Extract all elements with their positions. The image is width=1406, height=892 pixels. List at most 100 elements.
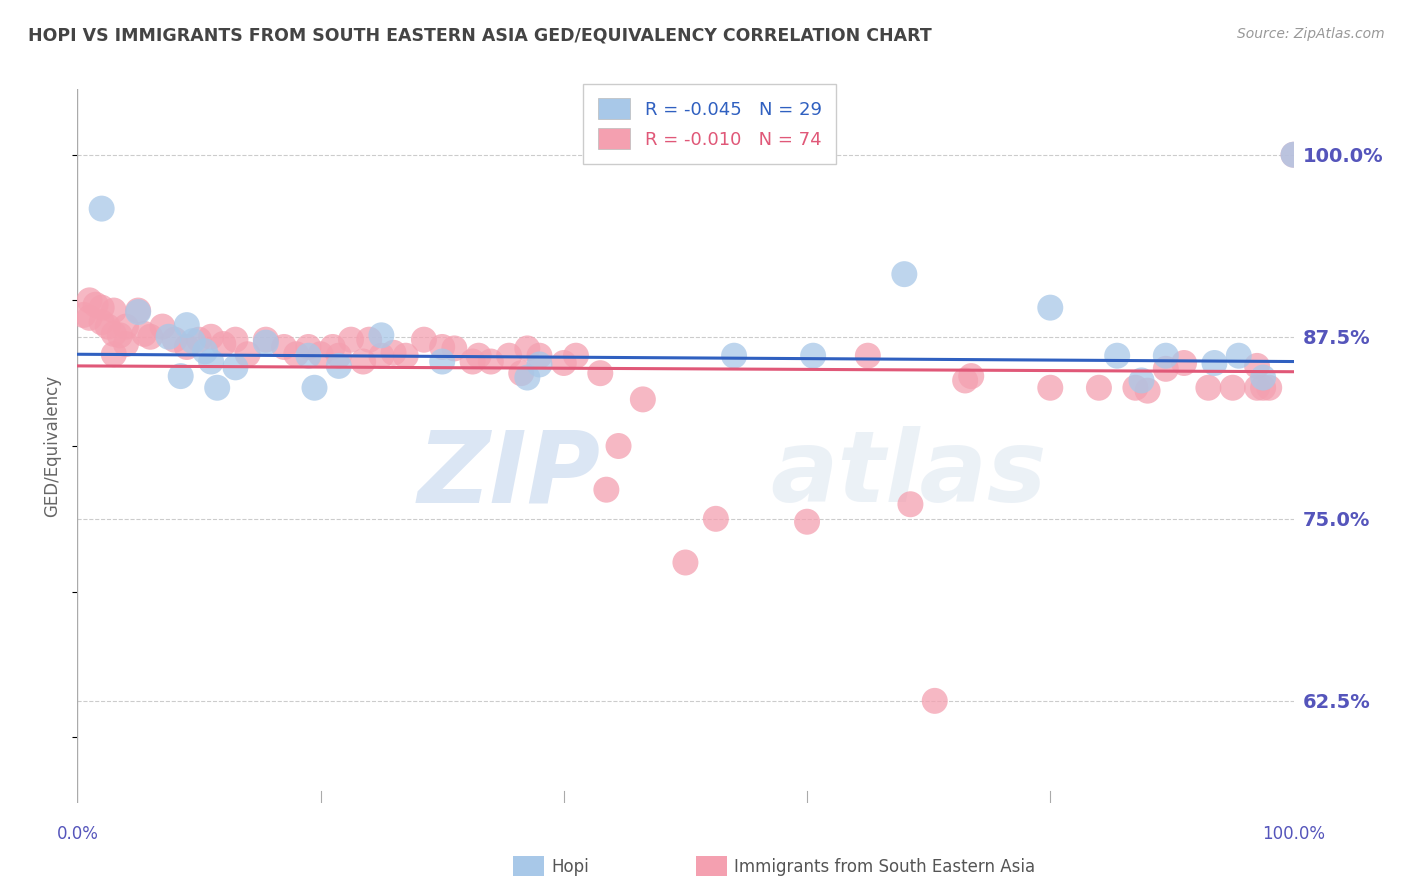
Point [1125,381,1147,395]
Point [254,335,277,350]
Point [510,366,533,380]
Point [79,293,101,308]
Point [631,392,654,407]
Point [461,354,484,368]
Text: Immigrants from South Eastern Asia: Immigrants from South Eastern Asia [734,858,1035,876]
Point [1204,356,1226,370]
Text: 100.0%: 100.0% [1263,824,1324,843]
Point [516,370,538,384]
Point [529,349,551,363]
Point [413,333,436,347]
Point [498,349,520,363]
Point [181,334,204,348]
Point [1088,381,1111,395]
Point [163,333,186,347]
Point [856,349,879,363]
Point [309,347,332,361]
Point [328,349,350,363]
Point [1154,349,1177,363]
Point [224,333,246,347]
Text: HOPI VS IMMIGRANTS FROM SOUTH EASTERN ASIA GED/EQUIVALENCY CORRELATION CHART: HOPI VS IMMIGRANTS FROM SOUTH EASTERN AS… [28,27,932,45]
Point [194,344,217,359]
Point [157,330,180,344]
Point [1282,147,1305,161]
Point [893,267,915,281]
Point [108,328,131,343]
Point [529,358,551,372]
Legend: R = -0.045   N = 29, R = -0.010   N = 74: R = -0.045 N = 29, R = -0.010 N = 74 [583,84,837,163]
Point [432,354,454,368]
Point [467,349,489,363]
Point [273,340,295,354]
Point [1154,361,1177,376]
Point [1173,356,1195,370]
Point [432,340,454,354]
Point [205,381,228,395]
Point [553,356,575,370]
Point [1039,301,1062,315]
Point [90,301,112,315]
Point [607,439,630,453]
Point [479,354,502,368]
Point [723,349,745,363]
Point [1222,381,1244,395]
Point [443,342,465,356]
Point [127,305,149,319]
Point [188,333,211,347]
Point [328,359,350,373]
Point [285,347,308,361]
Point [115,319,138,334]
Point [953,374,976,388]
Point [370,328,392,343]
Point [236,347,259,361]
Point [516,342,538,356]
Text: Hopi: Hopi [551,858,589,876]
Point [103,303,125,318]
Point [359,333,381,347]
Point [382,346,405,360]
Point [97,319,120,334]
Point [1258,381,1281,395]
Point [1282,147,1305,161]
Point [675,556,697,570]
Point [84,298,107,312]
Point [1130,374,1153,388]
Point [304,381,326,395]
Point [960,369,983,384]
Text: Source: ZipAtlas.com: Source: ZipAtlas.com [1237,27,1385,41]
Point [565,349,588,363]
Point [115,337,138,351]
Point [224,360,246,375]
Point [704,512,727,526]
Point [1246,359,1268,373]
Point [589,366,612,380]
Point [103,347,125,361]
Point [152,319,174,334]
Text: ZIP: ZIP [418,426,600,523]
Text: 0.0%: 0.0% [56,824,98,843]
Point [72,308,94,322]
Point [176,340,198,354]
Point [1246,381,1268,395]
Point [370,349,392,363]
Point [127,303,149,318]
Point [1136,384,1159,398]
Point [352,354,374,368]
Point [340,333,363,347]
Point [170,369,193,384]
Point [254,333,277,347]
Point [134,326,156,341]
Point [139,330,162,344]
Point [200,354,222,368]
Point [796,515,818,529]
Point [1107,349,1129,363]
Point [395,349,418,363]
Point [79,310,101,325]
Point [595,483,617,497]
Point [1251,370,1274,384]
Point [212,337,235,351]
Point [900,497,922,511]
Point [200,330,222,344]
Point [297,349,319,363]
Point [1197,381,1219,395]
